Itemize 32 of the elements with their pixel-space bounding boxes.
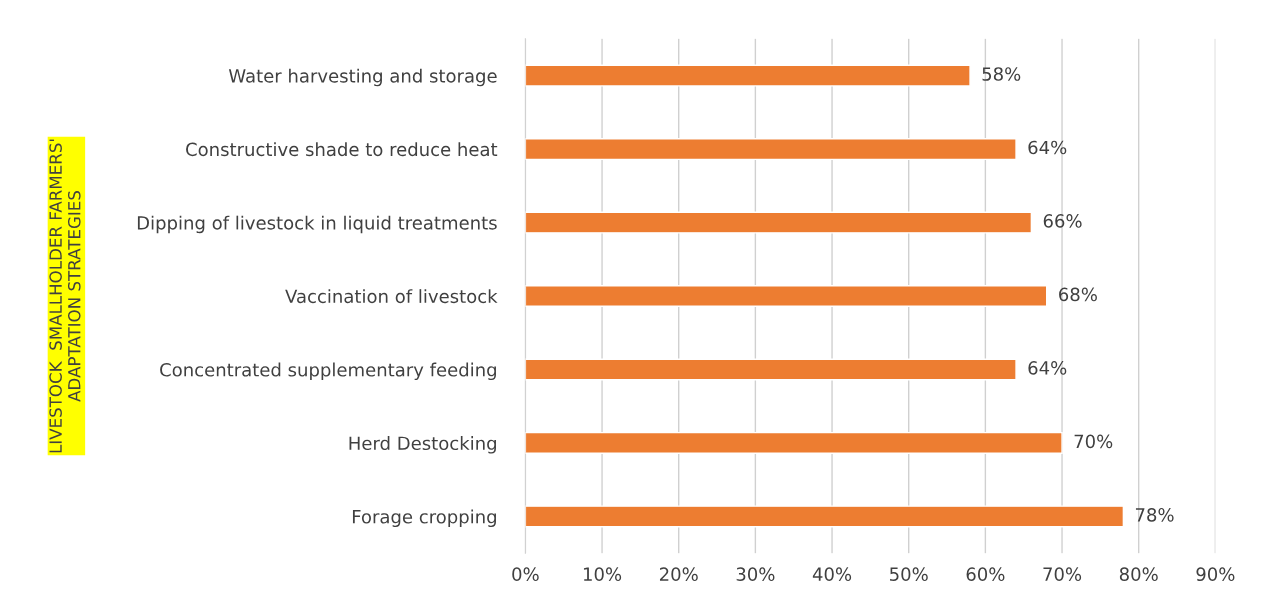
y-tick-label: Forage cropping: [352, 509, 496, 528]
bar: [525, 505, 1125, 528]
bar: [525, 285, 1048, 307]
x-tick-label: 70%: [1043, 567, 1082, 582]
y-tick-label: Water harvesting and storage: [228, 68, 497, 87]
bar: [525, 138, 1017, 161]
data-label: 64%: [1028, 140, 1067, 155]
x-tick-label: 60%: [966, 567, 1005, 582]
x-tick-label: 40%: [812, 567, 852, 582]
bar: [525, 431, 1063, 454]
y-axis-title: LIVESTOCK SMALLHOLDER FARMERS' ADAPTATION STRATEGIES: [49, 139, 81, 453]
data-label: 58%: [982, 67, 1021, 81]
x-tick-label: 80%: [1119, 567, 1158, 582]
y-tick-label: Concentrated supplementary feeding: [160, 362, 496, 381]
data-label: 64%: [1028, 361, 1067, 375]
bar: [525, 64, 971, 87]
data-label: 66%: [1043, 214, 1082, 228]
y-tick-label: Vaccination of livestock: [285, 289, 498, 304]
x-tick-label: 20%: [659, 567, 698, 582]
data-label: 68%: [1059, 287, 1097, 302]
data-label: 70%: [1074, 434, 1113, 449]
x-tick-label: 30%: [736, 567, 775, 582]
x-tick-label: 0%: [512, 567, 539, 582]
x-tick-label: 10%: [583, 567, 622, 582]
bar: [525, 358, 1017, 381]
bar: [525, 211, 1033, 234]
data-label: 78%: [1135, 508, 1174, 522]
y-tick-label: Dipping of livestock in liquid treatments: [137, 215, 497, 234]
x-tick-label: 90%: [1196, 567, 1235, 582]
y-tick-label: Herd Destocking: [349, 436, 496, 454]
x-tick-label: 50%: [890, 567, 928, 582]
y-tick-label: Constructive shade to reduce heat: [186, 142, 498, 157]
